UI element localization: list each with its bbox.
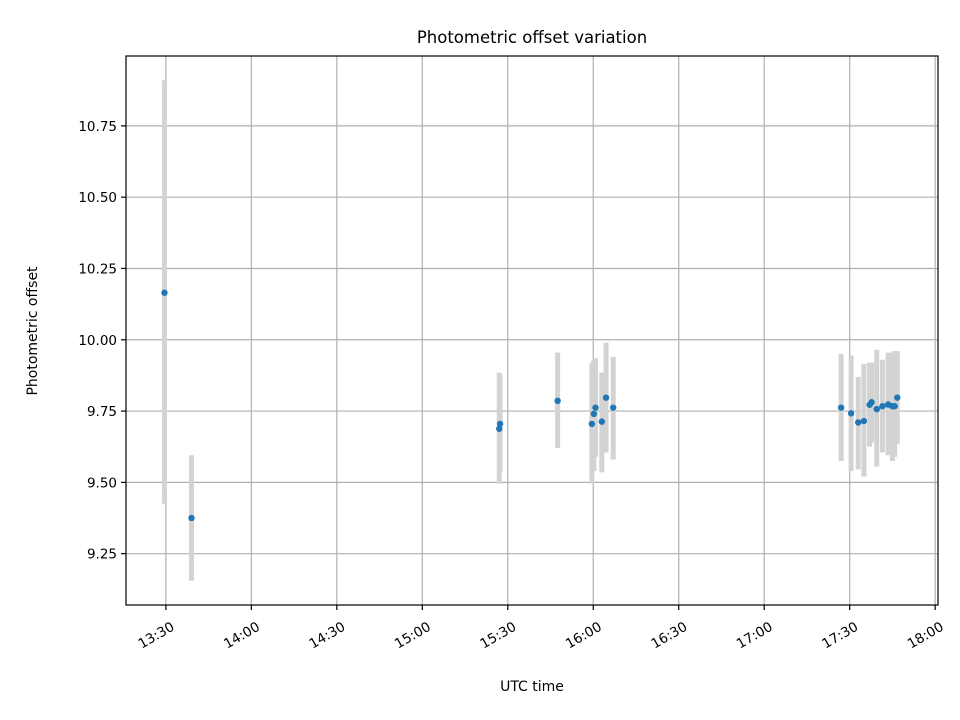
x-axis-ticks: 13:30 14:00 14:30 15:00 15:30 16:00 16:30 17:00… [136,605,947,652]
data-point [592,404,599,411]
data-point [855,419,862,426]
y-tick-label: 9.50 [87,475,117,491]
data-point [161,289,168,296]
y-tick-label: 10.75 [78,119,117,135]
x-tick-label: 17:30 [819,619,861,652]
data-point [602,394,610,401]
x-tick-label: 14:30 [307,619,349,652]
y-tick-label: 10.50 [78,190,117,206]
y-tick-label: 10.00 [78,333,117,349]
y-tick-label: 9.75 [87,404,117,420]
chart-title: Photometric offset variation [417,28,647,47]
data-point [588,420,596,428]
x-tick-label: 13:30 [136,619,178,652]
x-tick-label: 18:00 [905,619,947,652]
data-point [188,514,195,522]
x-tick-label: 17:00 [734,619,776,652]
plot-area-frame [125,55,939,606]
data-point [860,417,868,425]
error-bars [161,80,900,581]
data-point [879,403,886,410]
y-tick-label: 10.25 [78,261,117,277]
x-axis-label: UTC time [500,679,564,695]
data-point [873,405,880,413]
y-axis-ticks: 9.25 9.50 9.75 10.00 10.25 10.50 10.75 [78,119,126,563]
y-axis-label: Photometric offset [25,266,41,396]
grid [126,56,938,605]
data-point [598,418,606,425]
x-tick-label: 15:00 [392,619,434,652]
data-point [590,410,598,418]
data-point [868,399,875,406]
x-tick-label: 16:30 [648,619,690,652]
data-point [837,404,845,411]
data-point [554,397,561,405]
data-point [496,425,503,432]
data-point [847,410,855,417]
x-tick-label: 15:30 [477,619,519,652]
x-tick-label: 14:00 [221,619,263,652]
data-point [891,403,898,410]
data-point [610,404,617,411]
data-point [894,394,901,401]
x-tick-label: 16:00 [563,619,605,652]
data-points [161,289,901,522]
y-tick-label: 9.25 [87,547,117,563]
data-point [496,420,504,428]
